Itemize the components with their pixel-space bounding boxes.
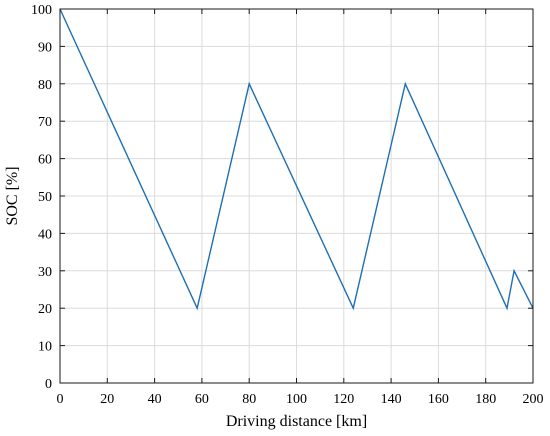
y-tick-label: 90 bbox=[38, 40, 52, 55]
y-axis-title: SOC [%] bbox=[4, 166, 21, 225]
x-tick-label: 180 bbox=[475, 392, 496, 407]
x-tick-label: 20 bbox=[100, 392, 114, 407]
x-tick-label: 160 bbox=[428, 392, 449, 407]
x-tick-label: 40 bbox=[148, 392, 162, 407]
x-tick-label: 80 bbox=[242, 392, 256, 407]
y-tick-label: 80 bbox=[38, 78, 52, 93]
y-tick-label: 10 bbox=[38, 340, 52, 355]
y-tick-label: 30 bbox=[38, 265, 52, 280]
x-tick-label: 0 bbox=[57, 392, 64, 407]
x-tick-label: 200 bbox=[523, 392, 544, 407]
y-tick-label: 100 bbox=[31, 3, 52, 18]
y-tick-label: 60 bbox=[38, 153, 52, 168]
series-layer bbox=[59, 8, 534, 311]
x-tick-label: 100 bbox=[286, 392, 307, 407]
series-line bbox=[59, 8, 534, 311]
ticks bbox=[59, 8, 534, 384]
x-tick-label: 140 bbox=[381, 392, 402, 407]
x-tick-label: 60 bbox=[195, 392, 209, 407]
x-tick-label: 120 bbox=[333, 392, 354, 407]
x-tick-labels: 0 20 40 60 80 100 120 140 160 180 200 bbox=[57, 392, 544, 407]
x-axis-title: Driving distance [km] bbox=[226, 413, 367, 430]
y-tick-label: 50 bbox=[38, 190, 52, 205]
y-tick-label: 20 bbox=[38, 302, 52, 317]
y-tick-label: 70 bbox=[38, 115, 52, 130]
y-tick-labels: 0 10 20 30 40 50 60 70 80 90 100 bbox=[31, 3, 52, 392]
grid bbox=[60, 9, 533, 383]
y-tick-label: 40 bbox=[38, 227, 52, 242]
y-tick-label: 0 bbox=[45, 377, 52, 392]
